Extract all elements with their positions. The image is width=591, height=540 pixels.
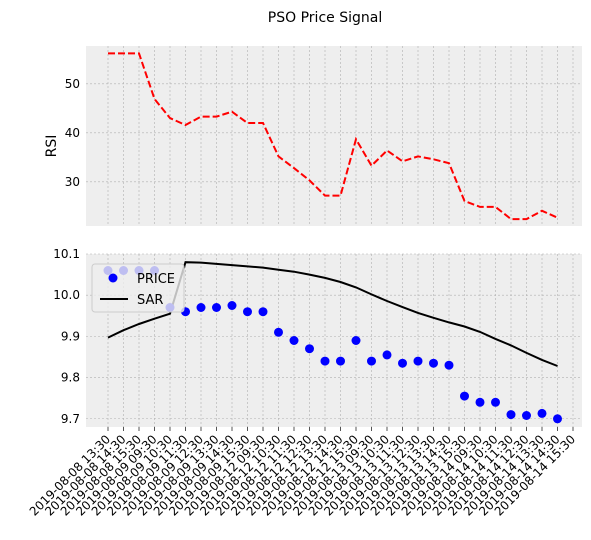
price-point bbox=[506, 410, 516, 420]
price-point bbox=[258, 307, 268, 317]
price-point bbox=[475, 397, 485, 407]
price-point bbox=[553, 414, 562, 424]
price-point bbox=[367, 356, 376, 366]
price-point bbox=[212, 303, 221, 312]
price-point bbox=[243, 307, 252, 317]
y-tick-label: 9.8 bbox=[61, 371, 80, 385]
price-point bbox=[196, 303, 206, 312]
price-panel: 9.7 9.8 9.9 10.0 10.1 2019-08-08 13:302019-0… bbox=[27, 247, 582, 519]
price-point bbox=[305, 344, 314, 354]
y-tick-label: 9.9 bbox=[61, 329, 80, 343]
y-tick-label: 30 bbox=[65, 175, 80, 189]
price-point bbox=[491, 397, 500, 407]
rsi-grid bbox=[86, 46, 582, 226]
price-point bbox=[429, 358, 438, 368]
price-y-ticks: 9.7 9.8 9.9 10.0 10.1 bbox=[53, 247, 80, 426]
price-point bbox=[444, 360, 454, 370]
price-point bbox=[537, 408, 547, 418]
price-point bbox=[522, 411, 531, 420]
y-tick-label: 40 bbox=[65, 126, 80, 140]
price-point bbox=[382, 350, 392, 360]
y-tick-label: 50 bbox=[65, 77, 80, 91]
rsi-y-axis-label: RSI bbox=[44, 135, 60, 158]
price-point bbox=[274, 327, 283, 337]
price-point bbox=[227, 301, 237, 310]
price-point bbox=[320, 356, 330, 366]
rsi-panel-background bbox=[86, 46, 582, 226]
price-point bbox=[336, 356, 345, 366]
price-point bbox=[413, 356, 423, 366]
price-point bbox=[289, 336, 299, 345]
legend: PRICE SAR bbox=[91, 263, 185, 313]
price-point bbox=[398, 358, 407, 368]
y-tick-label: 10.1 bbox=[53, 247, 80, 261]
y-tick-label: 9.7 bbox=[61, 412, 80, 426]
y-tick-label: 10.0 bbox=[53, 288, 80, 302]
rsi-line bbox=[108, 52, 558, 221]
legend-price-marker-icon bbox=[108, 273, 118, 283]
legend-price-label: PRICE bbox=[137, 272, 175, 287]
price-point bbox=[460, 391, 469, 401]
price-point bbox=[351, 336, 361, 345]
rsi-y-ticks: 30 40 50 bbox=[65, 77, 80, 189]
legend-sar-label: SAR bbox=[137, 293, 163, 308]
rsi-panel: 30 40 50 RSI bbox=[44, 46, 582, 226]
chart-title: PSO Price Signal bbox=[268, 10, 382, 26]
